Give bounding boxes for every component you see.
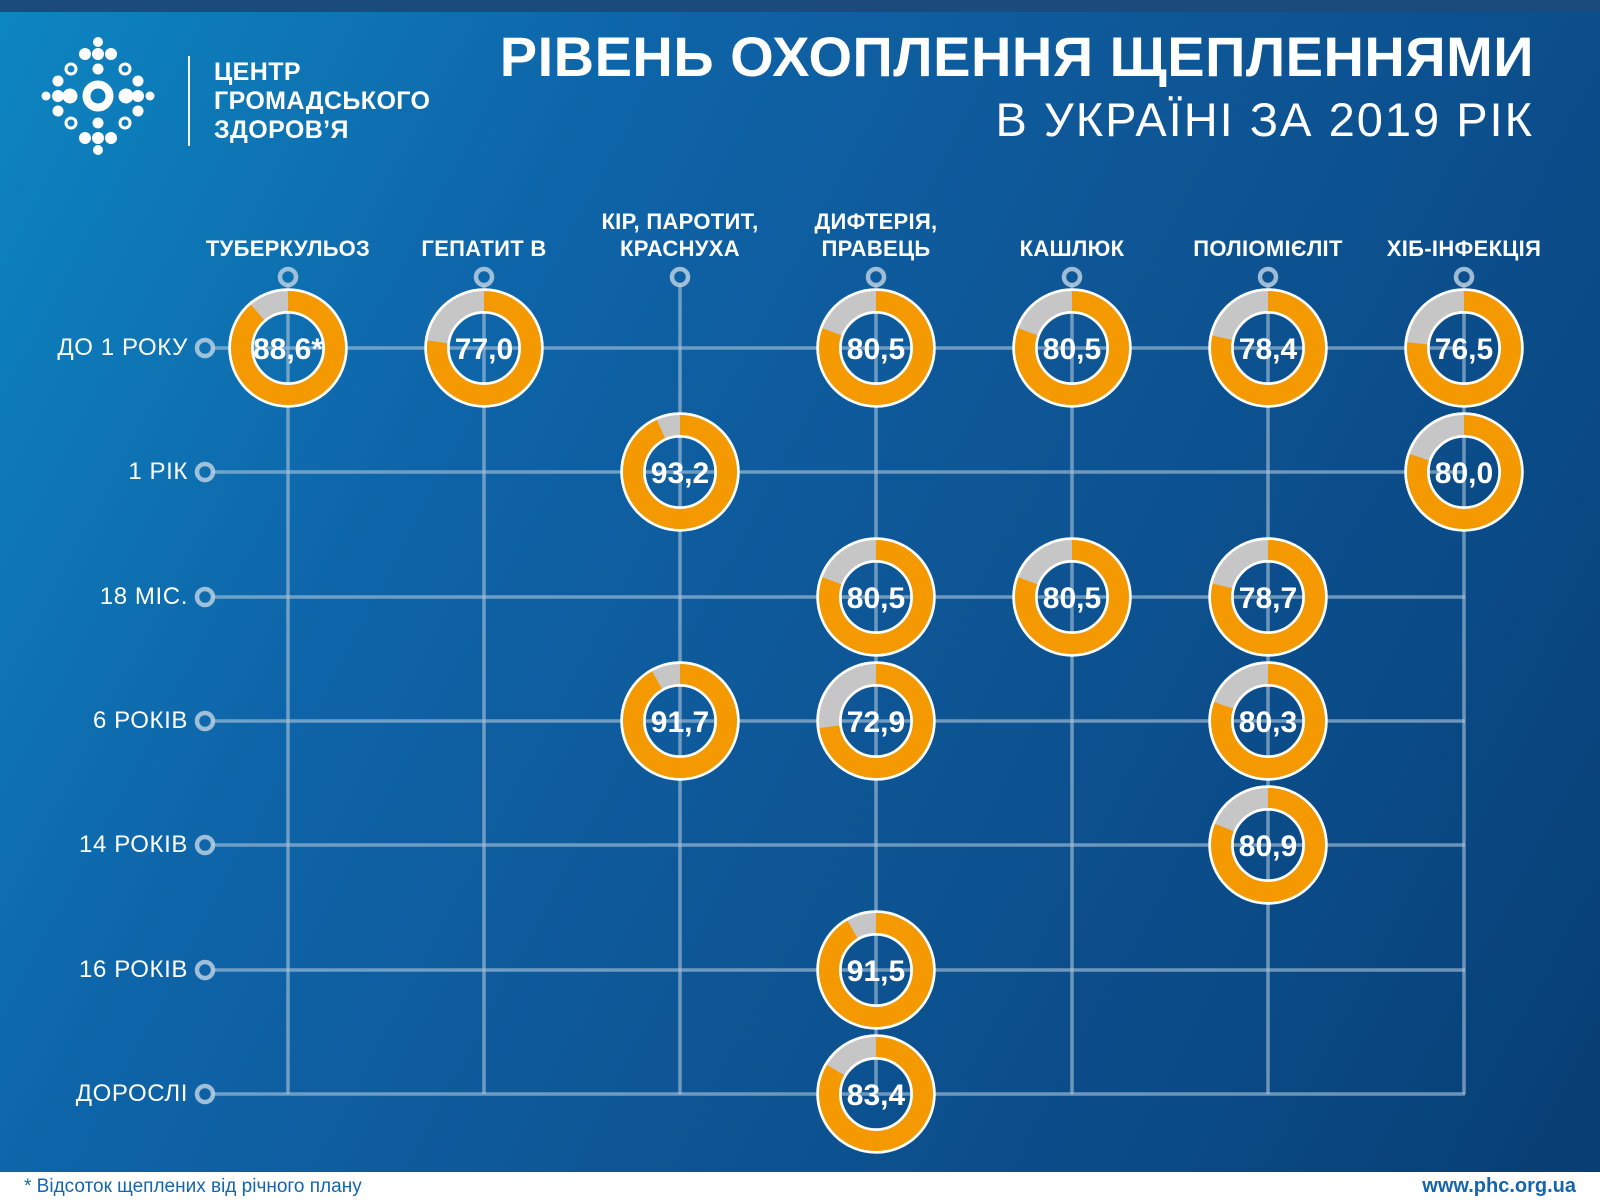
website-link[interactable]: www.phc.org.ua: [1422, 1175, 1576, 1197]
donut-chart-5-3: 91,5: [816, 910, 936, 1030]
donut-chart-1-2: 93,2: [620, 412, 740, 532]
donut-value: 80,5: [1043, 333, 1101, 366]
footnote: * Відсоток щеплених від річного плану: [24, 1175, 362, 1197]
donut-value: 76,5: [1435, 333, 1493, 366]
logo-line-3: ЗДОРОВ’Я: [214, 116, 349, 144]
column-header-1: ГЕПАТИТ В: [421, 236, 547, 261]
donut-value: 88,6*: [253, 333, 323, 366]
logo-line-2: ГРОМАДСЬКОГО: [214, 87, 431, 115]
column-header-3: ДИФТЕРІЯ, ПРАВЕЦЬ: [814, 209, 938, 261]
page-title: РІВЕНЬ ОХОПЛЕННЯ ЩЕПЛЕННЯМИ: [499, 25, 1534, 88]
donut-chart-6-3: 83,4: [816, 1034, 936, 1154]
page-subtitle: В УКРАЇНІ ЗА 2019 РІК: [995, 93, 1534, 146]
row-label-0: ДО 1 РОКУ: [57, 334, 188, 361]
donut-value: 78,7: [1239, 582, 1297, 615]
donut-chart-0-3: 80,5: [816, 288, 936, 408]
donut-value: 93,2: [651, 457, 709, 490]
donut-value: 80,5: [847, 582, 905, 615]
donut-chart-1-6: 80,0: [1404, 412, 1524, 532]
column-header-4: КАШЛЮК: [1019, 236, 1125, 261]
donut-chart-2-3: 80,5: [816, 537, 936, 657]
row-label-1: 1 РІК: [128, 458, 188, 485]
donut-chart-0-5: 78,4: [1208, 288, 1328, 408]
row-label-3: 6 РОКІВ: [92, 707, 188, 734]
top-accent-bar: [0, 0, 1600, 12]
donut-chart-3-3: 72,9: [816, 661, 936, 781]
donut-value: 72,9: [847, 706, 905, 739]
logo-wordmark: ЦЕНТР ГРОМАДСЬКОГО ЗДОРОВ’Я: [214, 58, 430, 145]
donut-chart-3-2: 91,7: [620, 661, 740, 781]
donut-value: 80,0: [1435, 457, 1493, 490]
donut-value: 77,0: [455, 333, 513, 366]
donut-value: 91,7: [651, 706, 709, 739]
donut-value: 80,5: [847, 333, 905, 366]
phc-logo-icon: [41, 37, 155, 155]
header-title-block: РІВЕНЬ ОХОПЛЕННЯ ЩЕПЛЕННЯМИ В УКРАЇНІ ЗА…: [500, 26, 1534, 148]
row-label-4: 14 РОКІВ: [79, 831, 188, 858]
donut-value: 80,9: [1239, 830, 1297, 863]
logo-line-1: ЦЕНТР: [214, 58, 301, 86]
logo-divider: [188, 56, 190, 146]
donut-chart-0-1: 77,0: [424, 288, 544, 408]
donut-chart-0-4: 80,5: [1012, 288, 1132, 408]
row-label-5: 16 РОКІВ: [79, 956, 188, 983]
donut-value: 91,5: [847, 955, 905, 988]
donut-chart-4-5: 80,9: [1208, 785, 1328, 905]
donut-value: 83,4: [847, 1079, 906, 1112]
donut-chart-2-4: 80,5: [1012, 537, 1132, 657]
column-header-5: ПОЛІОМІЄЛІТ: [1193, 236, 1343, 261]
donut-chart-0-6: 76,5: [1404, 288, 1524, 408]
column-header-6: ХІБ-ІНФЕКЦІЯ: [1386, 236, 1542, 261]
footer-bar: * Відсоток щеплених від річного плану ww…: [0, 1172, 1600, 1201]
donut-chart-2-5: 78,7: [1208, 537, 1328, 657]
donut-chart-0-0: 88,6*: [228, 288, 348, 408]
column-header-0: ТУБЕРКУЛЬОЗ: [205, 236, 371, 261]
donut-value: 80,5: [1043, 582, 1101, 615]
row-label-2: 18 МІС.: [99, 583, 188, 610]
row-label-6: ДОРОСЛІ: [75, 1080, 188, 1107]
column-header-2: КІР, ПАРОТИТ, КРАСНУХА: [601, 209, 759, 261]
donut-chart-3-5: 80,3: [1208, 661, 1328, 781]
donut-value: 78,4: [1239, 333, 1298, 366]
donut-value: 80,3: [1239, 706, 1297, 739]
